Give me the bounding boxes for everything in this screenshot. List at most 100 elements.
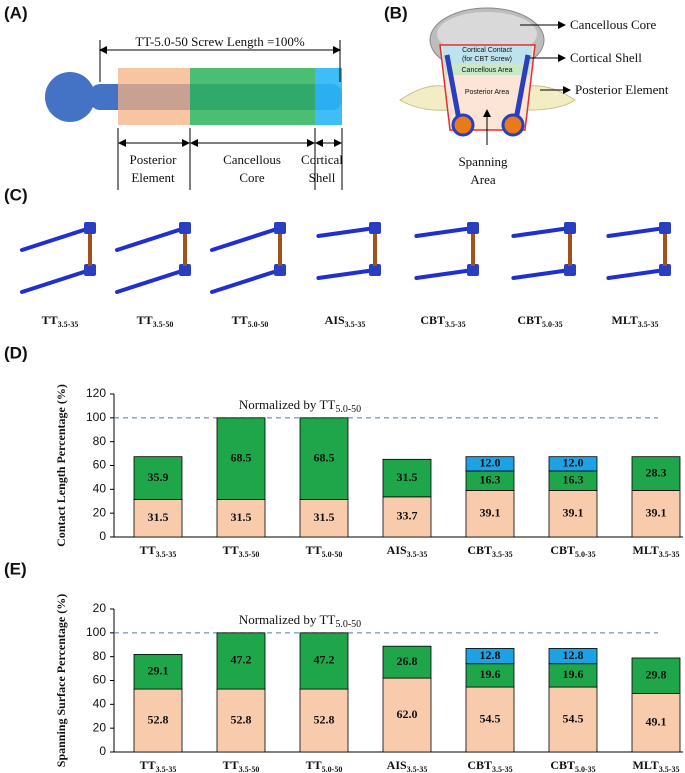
value-label: 12.8	[480, 648, 501, 662]
bar-segment	[631, 657, 681, 694]
value-label: 29.1	[148, 663, 169, 677]
value-label: 31.5	[397, 470, 418, 484]
value-label: 16.3	[563, 472, 584, 486]
x-tick-label: CBT5.0-35	[550, 758, 595, 773]
x-tick-label-sub: 3.5-35	[156, 550, 177, 559]
y-tick-label: 100	[86, 625, 106, 639]
x-tick-label-main: TT	[223, 543, 239, 557]
x-tick-label-sub: 3.5-35	[492, 550, 513, 559]
x-tick-label-main: TT	[223, 758, 239, 772]
bar-segment	[548, 456, 598, 472]
region-label: Shell	[309, 170, 336, 185]
screw-shaft	[316, 226, 377, 238]
configuration-label-sub: 3.5-35	[445, 320, 466, 329]
y-tick-label: 60	[93, 673, 107, 687]
configuration-label: AIS3.5-35	[325, 313, 366, 329]
value-label: 19.6	[563, 667, 584, 681]
value-label: 35.9	[148, 470, 169, 484]
configuration-label-main: CBT	[517, 313, 542, 327]
bar-segment	[133, 688, 183, 753]
configuration-label-main: AIS	[325, 313, 345, 327]
x-tick-label: AIS3.5-35	[387, 758, 428, 773]
annotation: Normalized by TT5.0-50	[239, 397, 361, 415]
screw-shaft	[414, 268, 475, 280]
screw-head	[369, 264, 381, 276]
x-tick-label-main: CBT	[550, 758, 575, 772]
screw-head	[369, 222, 381, 234]
annotation-main: Normalized by TT	[239, 612, 336, 627]
bar-segment	[631, 490, 681, 538]
x-tick-label-sub: 3.5-35	[407, 550, 428, 559]
screw-head	[179, 222, 191, 234]
value-label: 33.7	[397, 509, 418, 523]
configuration-label-sub: 3.5-35	[345, 320, 366, 329]
x-tick-label-main: TT	[306, 543, 322, 557]
value-label: 31.5	[148, 510, 169, 524]
value-label: 52.8	[148, 712, 169, 726]
value-label: 49.1	[646, 714, 667, 728]
x-tick-label: TT3.5-50	[223, 543, 260, 559]
x-tick-label-sub: 3.5-35	[659, 550, 680, 559]
annotation-sub: 5.0-50	[335, 404, 361, 415]
x-tick-label-sub: 3.5-50	[239, 550, 260, 559]
y-tick-label: 20	[93, 720, 107, 734]
region-label: Cortical	[301, 152, 343, 167]
x-tick-label: AIS3.5-35	[387, 543, 428, 559]
configuration-label: CBT3.5-35	[420, 313, 465, 329]
y-tick-label: 40	[93, 697, 107, 711]
bar-segment	[548, 686, 598, 753]
annotation: Normalized by TT5.0-50	[239, 612, 361, 630]
x-tick-label: TT3.5-35	[140, 758, 177, 773]
x-tick-label: MLT3.5-35	[633, 758, 680, 773]
bar-segment	[465, 648, 515, 665]
screw-head	[564, 222, 576, 234]
screw-shaft	[414, 226, 475, 238]
value-label: 16.3	[480, 472, 501, 486]
panel-label: (B)	[384, 3, 408, 22]
bar-segment	[465, 456, 515, 472]
value-label: 39.1	[646, 505, 667, 519]
value-label: 29.8	[646, 667, 667, 681]
value-label: 12.0	[480, 456, 501, 470]
x-tick-label-main: TT	[140, 758, 156, 772]
value-label: 52.8	[231, 712, 252, 726]
x-tick-label-sub: 3.5-50	[239, 765, 260, 773]
configuration-label-main: TT	[42, 313, 58, 327]
bar-segment	[299, 632, 349, 690]
bar-segment	[299, 499, 349, 538]
bar-segment	[382, 677, 432, 753]
x-tick-label-main: TT	[306, 758, 322, 772]
x-tick-label: MLT3.5-35	[633, 543, 680, 559]
screw-shaft	[210, 268, 282, 294]
x-tick-label: CBT3.5-35	[467, 758, 512, 773]
region-label: Element	[131, 170, 175, 185]
x-tick-label-main: MLT	[633, 758, 659, 772]
bar-segment	[299, 417, 349, 500]
screw-shaft	[316, 268, 377, 280]
bar-segment	[216, 632, 266, 690]
y-tick-label: 40	[93, 482, 107, 496]
configuration-label-main: CBT	[420, 313, 445, 327]
callout: Cancellous Core	[570, 17, 657, 32]
bar-segment	[133, 654, 183, 690]
x-tick-label-sub: 3.5-35	[659, 765, 680, 773]
bar-segment	[133, 499, 183, 538]
x-tick-label: TT5.0-50	[306, 543, 343, 559]
y-axis-label: Spanning Surface Percentage (%)	[54, 594, 68, 767]
value-label: 68.5	[231, 450, 252, 464]
screw-head	[179, 264, 191, 276]
x-tick-label: TT3.5-35	[140, 543, 177, 559]
screw-shaft	[115, 268, 187, 294]
panel-label: (A)	[4, 3, 28, 22]
spanning-label: Area	[470, 172, 495, 187]
value-label: 68.5	[314, 450, 335, 464]
panel-label: (C)	[4, 185, 28, 204]
bar-segment	[382, 496, 432, 538]
x-tick-label-main: CBT	[467, 758, 492, 772]
y-tick-label: 20	[93, 601, 107, 615]
x-tick-label: TT3.5-50	[223, 758, 260, 773]
y-axis-label: Contact Length Percentage (%)	[54, 384, 68, 547]
y-tick-label: 60	[93, 458, 107, 472]
value-label: 28.3	[646, 465, 667, 479]
x-tick-label-main: TT	[140, 543, 156, 557]
